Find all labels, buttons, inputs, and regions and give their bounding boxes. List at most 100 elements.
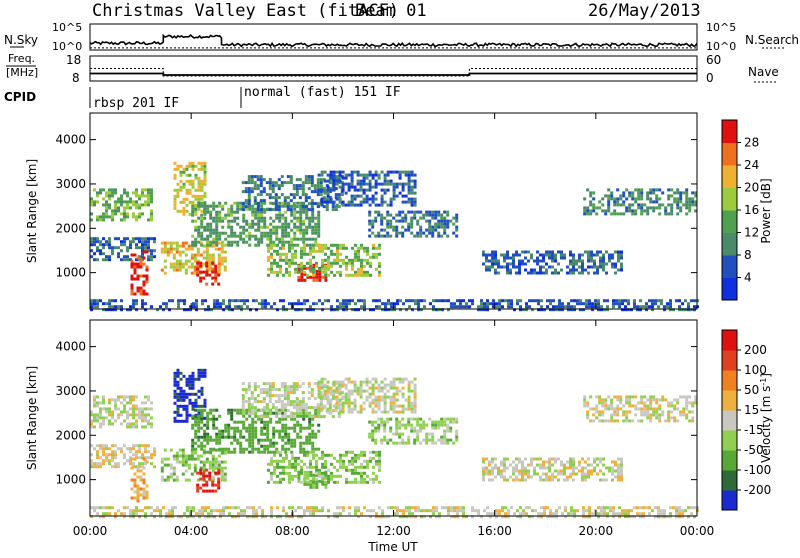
power-echo-cell [290, 208, 293, 211]
power-echo-cell [192, 201, 195, 204]
velocity-echo-cell [287, 439, 290, 442]
velocity-echo-cell [371, 424, 374, 427]
velocity-echo-cell [363, 460, 366, 463]
power-echo-cell [194, 229, 197, 232]
power-echo-cell [123, 209, 126, 212]
power-echo-cell [590, 251, 593, 254]
velocity-echo-cell [272, 430, 275, 433]
power-echo-cell [318, 268, 321, 271]
power-echo-cell [213, 305, 216, 308]
power-echo-cell [578, 260, 581, 263]
power-echo-cell [428, 223, 431, 226]
power-echo-cell [300, 276, 303, 279]
velocity-echo-cell [225, 506, 228, 509]
velocity-echo-cell [308, 427, 311, 430]
power-echo-cell [204, 195, 207, 198]
power-echo-cell [214, 268, 217, 271]
power-echo-cell [345, 177, 348, 180]
velocity-echo-cell [236, 409, 239, 412]
velocity-echo-cell [407, 436, 410, 439]
velocity-echo-cell [197, 436, 200, 439]
power-echo-cell [150, 197, 153, 200]
power-echo-cell [546, 305, 549, 308]
velocity-echo-cell [308, 412, 311, 415]
power-echo-cell [507, 299, 510, 302]
power-echo-cell [608, 260, 611, 263]
power-echo-cell [336, 247, 339, 250]
power-echo-cell [669, 299, 672, 302]
velocity-echo-cell [512, 479, 515, 482]
velocity-echo-cell [99, 410, 102, 413]
velocity-echo-cell [302, 427, 305, 430]
power-echo-cell [305, 208, 308, 211]
velocity-echo-cell [111, 422, 114, 425]
velocity-echo-cell [278, 436, 281, 439]
power-echo-cell [593, 266, 596, 269]
velocity-echo-cell [312, 474, 315, 477]
power-echo-cell [212, 208, 215, 211]
velocity-echo-cell [309, 463, 312, 466]
velocity-echo-cell [192, 393, 195, 396]
velocity-echo-cell [206, 418, 209, 421]
power-echo-cell [224, 266, 227, 269]
velocity-echo-cell [174, 396, 177, 399]
power-echo-cell [111, 212, 114, 215]
power-echo-cell [201, 162, 204, 165]
power-echo-cell [254, 184, 257, 187]
power-echo-cell [437, 232, 440, 235]
velocity-echo-cell [146, 461, 149, 464]
power-echo-cell [174, 207, 177, 210]
power-echo-cell [604, 209, 607, 212]
velocity-echo-cell [144, 512, 147, 515]
velocity-echo-cell [299, 424, 302, 427]
power-echo-cell [102, 212, 105, 215]
power-echo-cell [414, 299, 417, 302]
power-echo-cell [378, 305, 381, 308]
velocity-echo-cell [217, 481, 220, 484]
power-echo-cell [324, 189, 327, 192]
power-echo-cell [221, 217, 224, 220]
power-echo-cell [614, 266, 617, 269]
power-echo-cell [150, 252, 153, 255]
velocity-echo-cell [269, 397, 272, 400]
velocity-echo-cell [93, 413, 96, 416]
velocity-echo-cell [218, 464, 221, 467]
power-echo-cell [305, 238, 308, 241]
power-echo-cell [309, 268, 312, 271]
velocity-echo-cell [369, 381, 372, 384]
velocity-echo-cell [132, 413, 135, 416]
power-echo-cell [333, 253, 336, 256]
power-echo-cell [123, 206, 126, 209]
velocity-echo-cell [183, 405, 186, 408]
power-echo-cell [293, 211, 296, 214]
power-echo-cell [281, 241, 284, 244]
velocity-echo-cell [108, 459, 111, 462]
power-echo-cell [204, 162, 207, 165]
velocity-echo-cell [354, 478, 357, 481]
power-echo-cell [213, 299, 216, 302]
velocity-echo-cell [284, 451, 287, 454]
power-echo-cell [548, 266, 551, 269]
velocity-echo-cell [137, 476, 140, 479]
power-echo-cell [607, 197, 610, 200]
velocity-echo-cell [614, 464, 617, 467]
velocity-echo-cell [129, 425, 132, 428]
velocity-echo-cell [299, 412, 302, 415]
power-echo-cell [134, 272, 137, 275]
velocity-echo-cell [209, 464, 212, 467]
velocity-echo-cell [311, 424, 314, 427]
velocity-echo-cell [354, 460, 357, 463]
power-echo-cell [440, 217, 443, 220]
velocity-echo-cell [203, 433, 206, 436]
power-echo-cell [224, 257, 227, 260]
power-echo-cell [294, 262, 297, 265]
power-echo-cell [368, 214, 371, 217]
power-echo-cell [491, 263, 494, 266]
velocity-echo-cell [135, 413, 138, 416]
power-echo-cell [230, 226, 233, 229]
power-echo-cell [308, 223, 311, 226]
velocity-echo-cell [205, 484, 208, 487]
power-echo-cell [197, 229, 200, 232]
power-echo-cell [578, 266, 581, 269]
power-echo-cell [569, 254, 572, 257]
